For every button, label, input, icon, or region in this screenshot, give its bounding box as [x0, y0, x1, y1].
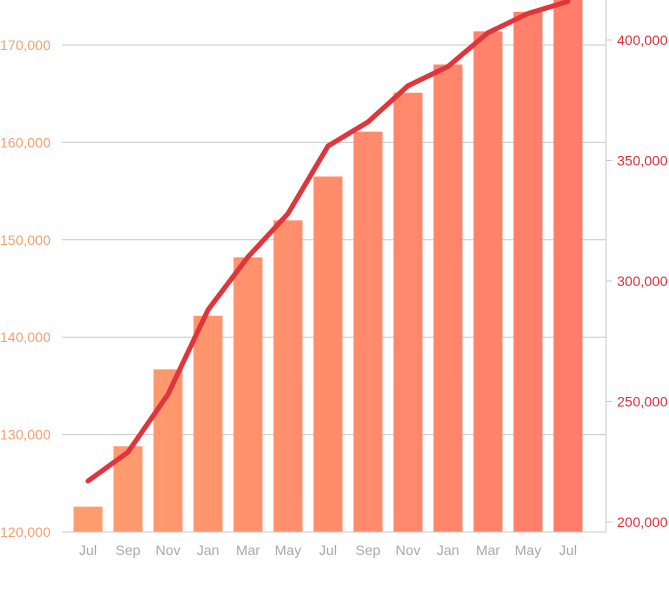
line-series — [85, 0, 571, 484]
right-tick-label: 350,000 — [617, 153, 668, 169]
left-tick-label: 170,000 — [0, 37, 51, 53]
bar — [313, 176, 343, 533]
bar — [553, 0, 583, 532]
bar — [233, 257, 263, 532]
right-tick-label: 300,000 — [617, 273, 668, 289]
bar — [513, 11, 543, 533]
left-tick-label: 150,000 — [0, 232, 51, 248]
x-tick-label: Mar — [236, 542, 260, 558]
x-tick-label: Nov — [156, 542, 181, 558]
x-tick-label: Jul — [79, 542, 97, 558]
x-axis: Jul Sep Nov Jan Mar May Jul Sep Nov Jan Mar May Jul — [62, 531, 606, 558]
bar-series — [73, 0, 583, 533]
right-y-axis: 200,000 250,000 300,000 350,000 400,000 — [605, 0, 668, 532]
bar — [353, 131, 383, 532]
bar — [433, 64, 463, 532]
bar — [273, 220, 303, 532]
left-tick-label: 130,000 — [0, 427, 51, 443]
right-tick-label: 200,000 — [617, 514, 668, 530]
bar — [473, 31, 503, 532]
bar — [393, 92, 423, 532]
x-tick-label: Mar — [476, 542, 500, 558]
x-tick-label: Sep — [356, 542, 381, 558]
x-tick-label: May — [515, 542, 541, 558]
bar — [193, 315, 223, 532]
x-tick-label: Jan — [437, 542, 460, 558]
left-tick-label: 120,000 — [0, 524, 51, 540]
right-tick-label: 400,000 — [617, 32, 668, 48]
left-y-axis: 120,000 130,000 140,000 150,000 160,000 170,0… — [0, 37, 51, 540]
left-tick-label: 160,000 — [0, 134, 51, 150]
x-tick-label: Jan — [197, 542, 220, 558]
left-tick-label: 140,000 — [0, 329, 51, 345]
x-tick-label: Sep — [116, 542, 141, 558]
x-tick-label: Jul — [319, 542, 337, 558]
x-tick-label: May — [275, 542, 301, 558]
x-tick-label: Nov — [396, 542, 421, 558]
bar — [73, 506, 103, 532]
right-tick-label: 250,000 — [617, 394, 668, 410]
x-tick-label: Jul — [559, 542, 577, 558]
